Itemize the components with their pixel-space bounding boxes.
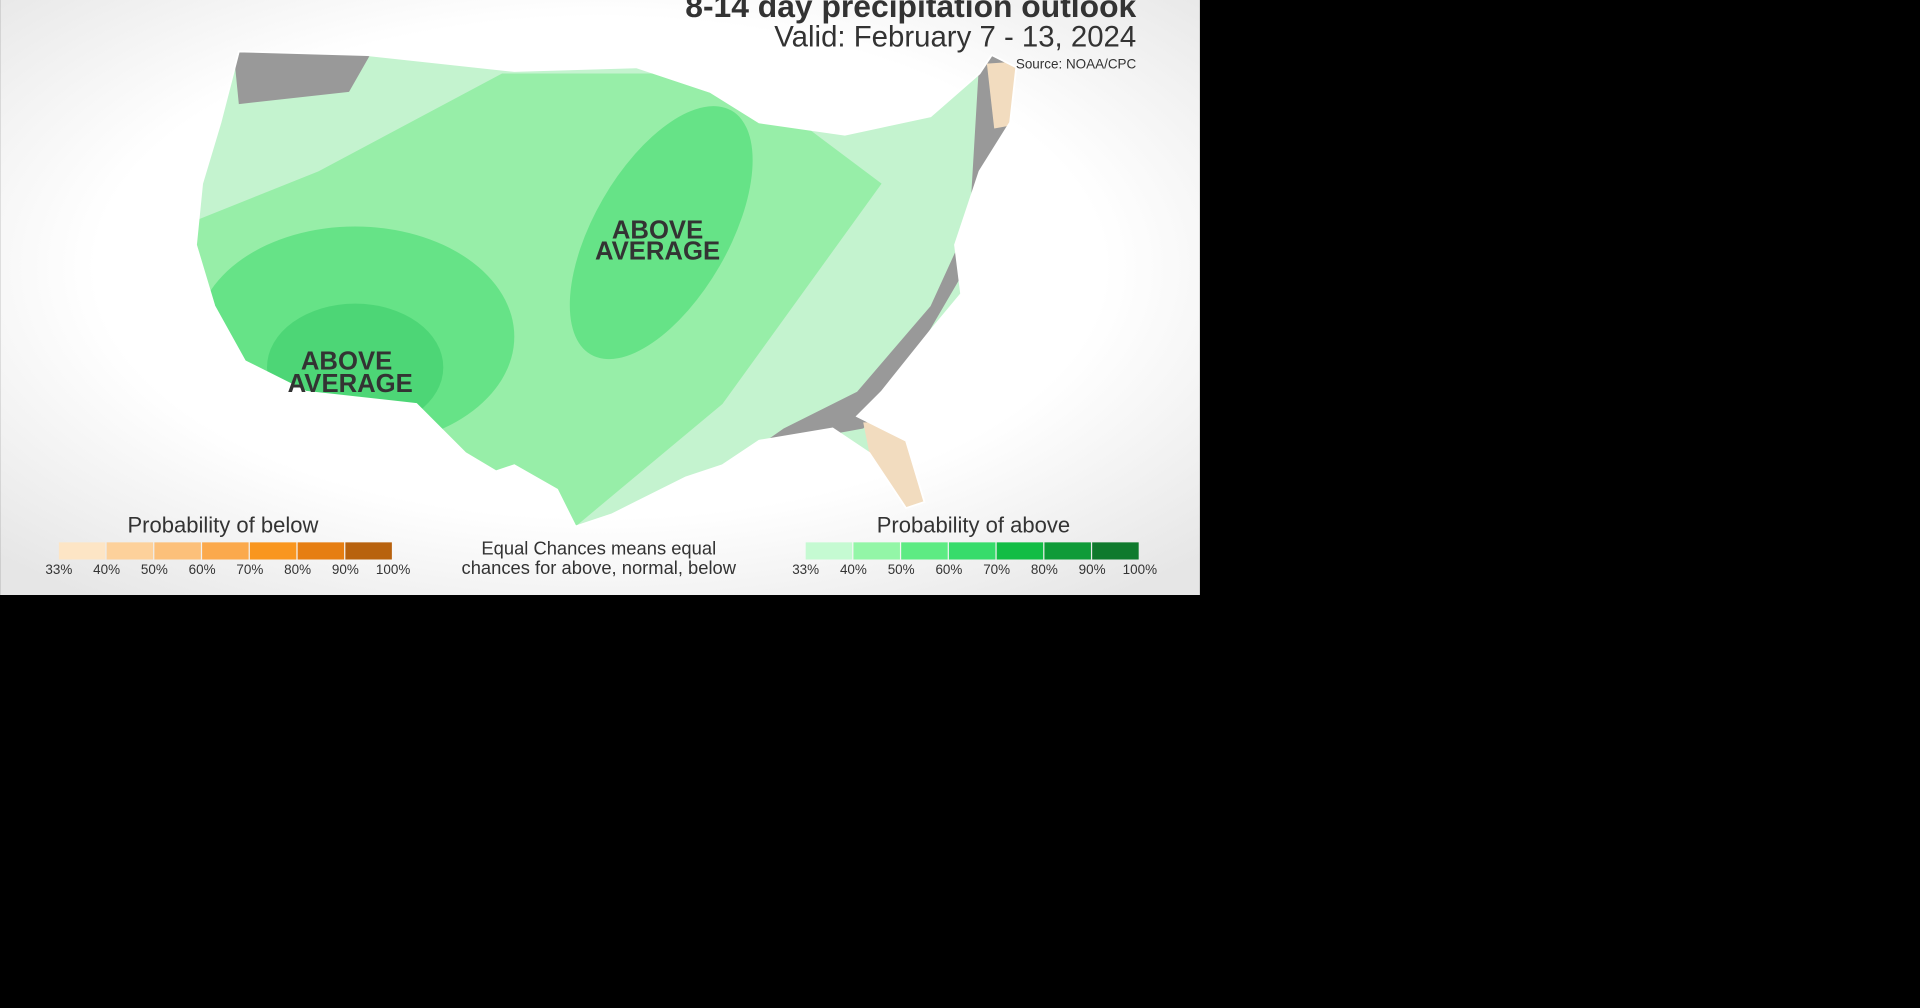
- legend-tick-label: 33%: [45, 562, 72, 577]
- legend-tick-label: 50%: [141, 562, 168, 577]
- legend-tick-label: 40%: [93, 562, 120, 577]
- legend-swatch: [58, 542, 106, 560]
- legend-title: Probability of above: [877, 513, 1070, 538]
- legend-swatch: [996, 542, 1044, 560]
- source: Source: NOAA/CPC: [1016, 57, 1137, 72]
- legend-tick-label: 80%: [284, 562, 311, 577]
- legend-tick-label: 60%: [189, 562, 216, 577]
- legend-swatch: [297, 542, 345, 560]
- note: Equal Chances means equal: [481, 538, 716, 559]
- title: 8-14 day precipitation outlook: [685, 0, 1136, 24]
- legend-swatch: [1044, 542, 1091, 560]
- legend-tick-label: 90%: [1079, 562, 1106, 577]
- legend-swatch: [805, 542, 853, 560]
- legends: 33% 40% 50% 60% 70% 80% 90% 100% 33% 40% 50% 60% 70%…: [45, 542, 1157, 577]
- legend-tick-label: 100%: [376, 562, 410, 577]
- legend-title: Probability of below: [127, 513, 318, 538]
- subtitle: Valid: February 7 - 13, 2024: [774, 21, 1136, 54]
- legend-swatch: [901, 542, 948, 560]
- legend-swatch: [249, 542, 297, 560]
- legend-swatch: [853, 542, 900, 560]
- map-label: ABOVE: [301, 348, 392, 376]
- legend-swatch: [106, 542, 154, 560]
- map-label: AVERAGE: [288, 370, 413, 398]
- legend-swatch: [154, 542, 201, 560]
- note: chances for above, normal, below: [462, 557, 737, 578]
- map-labels: ABOVE AVERAGE ABOVE AVERAGE: [288, 217, 720, 398]
- legend-tick-label: 80%: [1031, 562, 1058, 577]
- legend-tick-label: 70%: [236, 562, 263, 577]
- legend-swatch: [202, 542, 249, 560]
- legend-tick-label: 40%: [840, 562, 867, 577]
- legend-tick-label: 70%: [983, 562, 1010, 577]
- legend-tick-label: 90%: [332, 562, 359, 577]
- outlook-map: 8-14 day precipitation outlook Valid: Fe…: [0, 0, 1200, 595]
- us-regions: [195, 51, 1017, 527]
- legend-tick-label: 100%: [1123, 562, 1157, 577]
- legend-tick-label: 33%: [792, 562, 819, 577]
- map-label: AVERAGE: [595, 238, 720, 266]
- legend-swatch: [948, 542, 996, 560]
- legend-swatch: [345, 542, 392, 560]
- legend-tick-label: 60%: [935, 562, 962, 577]
- legend-tick-label: 50%: [888, 562, 915, 577]
- legend-swatch: [1092, 542, 1139, 560]
- map-label: ABOVE: [612, 217, 703, 245]
